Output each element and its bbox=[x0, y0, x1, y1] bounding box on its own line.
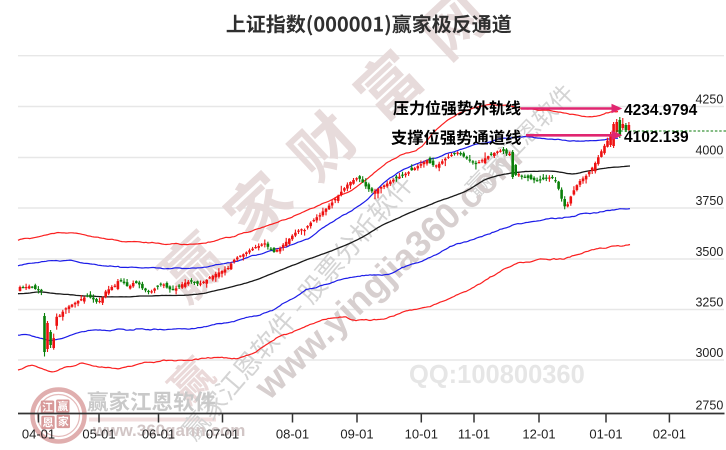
svg-text:4102.139: 4102.139 bbox=[624, 129, 689, 146]
svg-text:QQ:100800360: QQ:100800360 bbox=[409, 361, 585, 389]
svg-text:09-01: 09-01 bbox=[340, 427, 373, 442]
svg-text:2750: 2750 bbox=[695, 399, 723, 413]
svg-text:www.360gann.com: www.360gann.com bbox=[92, 421, 245, 440]
svg-text:08-01: 08-01 bbox=[276, 427, 309, 442]
svg-text:4234.9794: 4234.9794 bbox=[624, 102, 698, 119]
svg-text:04-01: 04-01 bbox=[22, 427, 55, 442]
svg-text:10-01: 10-01 bbox=[405, 427, 438, 442]
svg-text:07-01: 07-01 bbox=[206, 427, 239, 442]
svg-text:02-01: 02-01 bbox=[653, 427, 686, 442]
svg-text:4000: 4000 bbox=[695, 144, 723, 158]
svg-text:3250: 3250 bbox=[695, 296, 723, 310]
svg-text:4250: 4250 bbox=[695, 93, 723, 107]
svg-text:11-01: 11-01 bbox=[458, 427, 490, 442]
svg-text:06-01: 06-01 bbox=[142, 427, 175, 442]
svg-text:3500: 3500 bbox=[695, 245, 723, 259]
svg-text:05-01: 05-01 bbox=[82, 427, 115, 442]
svg-text:12-01: 12-01 bbox=[522, 427, 555, 442]
svg-text:3750: 3750 bbox=[695, 194, 723, 208]
svg-text:3000: 3000 bbox=[695, 346, 723, 360]
svg-text:01-01: 01-01 bbox=[589, 427, 622, 442]
